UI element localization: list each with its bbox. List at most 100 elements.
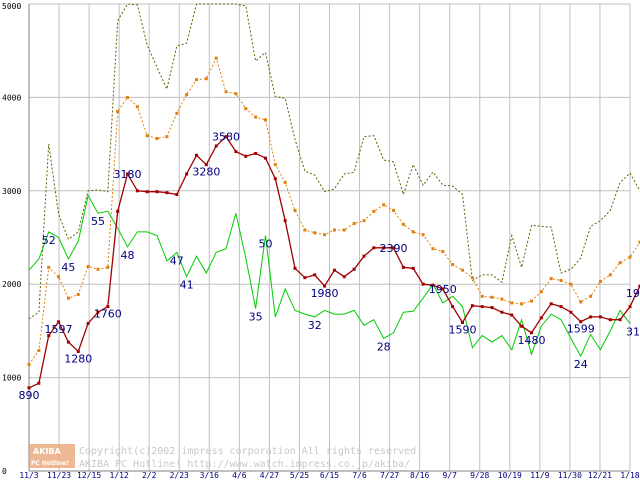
point-red xyxy=(529,331,533,335)
point-orange xyxy=(234,92,238,96)
data-label: 55 xyxy=(91,215,105,228)
x-tick-label: 12/21 xyxy=(588,471,612,480)
point-orange xyxy=(116,109,120,113)
point-orange xyxy=(510,301,514,305)
point-red xyxy=(66,340,70,344)
x-tick-label: 11/9 xyxy=(530,471,549,480)
point-red xyxy=(313,273,317,277)
point-orange xyxy=(529,299,533,303)
x-tick-label: 7/6 xyxy=(352,471,367,480)
data-label: 3180 xyxy=(114,168,142,181)
point-orange xyxy=(155,136,159,140)
data-label: 3280 xyxy=(192,166,220,179)
point-red xyxy=(569,310,573,314)
point-orange xyxy=(293,208,297,212)
point-red xyxy=(411,266,415,270)
point-orange xyxy=(638,240,640,244)
x-tick-label: 7/27 xyxy=(380,471,399,480)
point-orange xyxy=(520,302,524,306)
point-orange xyxy=(411,230,415,234)
series-group xyxy=(27,3,640,390)
point-orange xyxy=(441,250,445,254)
point-red xyxy=(362,254,366,258)
data-label: 35 xyxy=(249,310,263,323)
point-red xyxy=(559,305,563,309)
point-orange xyxy=(421,233,425,237)
grid xyxy=(28,3,631,472)
data-label: 1980 xyxy=(626,287,640,300)
point-red xyxy=(500,310,504,314)
point-red xyxy=(194,153,198,157)
point-red xyxy=(441,287,445,291)
point-red xyxy=(303,276,307,280)
y-axis: 0 1000 2000 3000 4000 5000 xyxy=(2,2,21,476)
point-orange xyxy=(214,56,218,60)
point-red xyxy=(638,284,640,288)
point-red xyxy=(254,151,258,155)
point-red xyxy=(520,324,524,328)
data-label: 1480 xyxy=(517,334,545,347)
y-tick-label: 0 xyxy=(2,467,7,476)
point-orange xyxy=(204,77,208,81)
data-label: 50 xyxy=(258,238,272,251)
data-label: 1980 xyxy=(311,287,339,300)
point-red xyxy=(204,163,208,167)
point-red xyxy=(579,320,583,324)
point-red xyxy=(618,318,622,322)
x-tick-label: 8/16 xyxy=(410,471,429,480)
point-orange xyxy=(500,297,504,301)
x-tick-label: 3/16 xyxy=(200,471,219,480)
logo-top-text: AKIBA xyxy=(33,447,61,456)
point-red xyxy=(86,321,90,325)
x-tick-label: 2/2 xyxy=(142,471,157,480)
point-orange xyxy=(323,233,327,237)
point-red xyxy=(185,172,189,176)
data-label: 3580 xyxy=(212,131,240,144)
point-red xyxy=(461,320,465,324)
x-tick-label: 9/28 xyxy=(470,471,489,480)
point-orange xyxy=(342,228,346,232)
point-red xyxy=(293,266,297,270)
point-orange xyxy=(382,203,386,207)
point-orange xyxy=(559,278,563,282)
point-red xyxy=(539,316,543,320)
point-orange xyxy=(185,93,189,97)
point-orange xyxy=(579,300,583,304)
point-red xyxy=(598,315,602,319)
x-tick-label: 12/15 xyxy=(77,471,101,480)
logo-bottom-text: PC Hotline! xyxy=(31,460,69,467)
data-label: 1760 xyxy=(94,308,122,321)
point-red xyxy=(342,275,346,279)
point-red xyxy=(589,315,593,319)
point-red xyxy=(76,349,80,353)
point-red xyxy=(273,177,277,181)
point-red xyxy=(608,318,612,322)
data-label: 28 xyxy=(377,340,391,353)
x-tick-label: 4/27 xyxy=(260,471,279,480)
data-label: 31 xyxy=(626,325,640,338)
x-tick-label: 4/6 xyxy=(232,471,247,480)
point-red xyxy=(431,283,435,287)
point-orange xyxy=(47,265,51,269)
data-label: 45 xyxy=(61,261,75,274)
point-red xyxy=(165,191,169,195)
point-red xyxy=(135,189,139,193)
data-label: 1590 xyxy=(449,323,477,336)
point-orange xyxy=(352,221,356,225)
point-orange xyxy=(66,296,70,300)
data-label: 48 xyxy=(121,249,135,262)
url-text: AKIBA PC Hotline! http://www.watch.impre… xyxy=(79,459,410,470)
data-label: 24 xyxy=(574,358,588,371)
x-tick-label: 6/15 xyxy=(320,471,339,480)
point-red xyxy=(392,246,396,250)
point-red xyxy=(451,305,455,309)
point-orange xyxy=(480,294,484,298)
y-tick-label: 3000 xyxy=(2,187,21,196)
point-orange xyxy=(273,163,277,167)
data-label: 1950 xyxy=(429,283,457,296)
point-orange xyxy=(96,267,100,271)
point-orange xyxy=(490,295,494,299)
data-label: 52 xyxy=(42,234,56,247)
point-orange xyxy=(57,275,61,279)
y-tick-label: 1000 xyxy=(2,374,21,383)
